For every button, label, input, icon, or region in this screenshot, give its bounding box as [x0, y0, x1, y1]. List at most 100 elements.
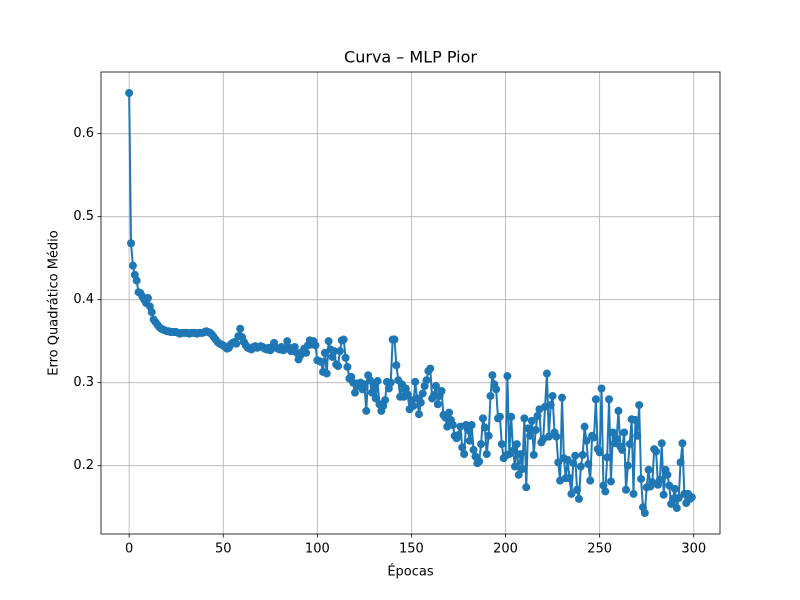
- y-tick-label: 0.5: [73, 209, 94, 224]
- point: [132, 276, 141, 285]
- y-axis-label: Erro Quadrático Médio: [47, 230, 62, 375]
- point: [625, 440, 634, 449]
- point: [644, 465, 653, 474]
- point: [674, 494, 683, 503]
- point: [524, 424, 533, 433]
- point: [475, 457, 484, 466]
- point: [478, 414, 487, 423]
- point: [603, 453, 612, 462]
- point: [477, 440, 486, 449]
- point: [492, 385, 501, 394]
- point: [637, 474, 646, 483]
- point: [586, 476, 595, 485]
- point: [507, 412, 516, 421]
- point: [520, 414, 529, 423]
- point: [591, 395, 600, 404]
- point: [339, 335, 348, 344]
- point: [426, 364, 435, 373]
- x-tick-label: 50: [215, 542, 232, 557]
- point: [484, 431, 493, 440]
- point: [620, 428, 629, 437]
- x-axis-label: Épocas: [387, 564, 434, 580]
- point: [460, 450, 469, 459]
- point: [614, 406, 623, 415]
- point: [448, 421, 457, 430]
- point: [546, 401, 555, 410]
- point: [552, 432, 561, 441]
- point: [480, 423, 489, 432]
- point: [527, 416, 536, 425]
- point: [640, 509, 649, 517]
- point: [386, 378, 395, 387]
- point: [597, 384, 606, 393]
- plot-layer: [125, 89, 696, 517]
- x-tick-label: 300: [681, 542, 706, 557]
- point: [381, 396, 390, 405]
- point: [403, 390, 412, 399]
- point: [565, 474, 574, 483]
- point: [454, 430, 463, 439]
- point: [606, 477, 615, 486]
- point: [418, 389, 427, 398]
- point: [127, 239, 136, 248]
- point: [522, 483, 531, 492]
- point: [350, 388, 359, 397]
- point: [433, 400, 442, 409]
- point: [670, 484, 679, 493]
- point: [414, 410, 423, 419]
- point: [143, 294, 152, 303]
- point: [514, 470, 523, 479]
- point: [567, 489, 576, 498]
- x-tick-label: 250: [587, 542, 612, 557]
- point: [486, 391, 495, 400]
- point: [542, 369, 551, 378]
- point: [516, 450, 525, 459]
- point: [652, 447, 661, 456]
- point: [390, 335, 399, 344]
- point: [612, 435, 621, 444]
- point: [569, 459, 578, 468]
- point: [621, 485, 630, 494]
- point: [574, 494, 583, 503]
- point: [366, 376, 375, 385]
- point: [544, 432, 553, 441]
- point: [526, 431, 535, 440]
- point: [531, 425, 540, 434]
- point: [458, 443, 467, 452]
- point: [317, 357, 326, 366]
- point: [341, 353, 350, 362]
- point: [510, 462, 519, 471]
- point: [469, 445, 478, 454]
- axes-frame: [100, 71, 721, 535]
- point: [578, 450, 587, 459]
- point: [128, 261, 137, 270]
- point: [232, 339, 241, 348]
- point: [302, 348, 311, 357]
- y-tick-label: 0.4: [73, 292, 94, 307]
- point: [324, 337, 333, 346]
- point: [431, 382, 440, 391]
- point: [495, 412, 504, 421]
- point: [584, 460, 593, 469]
- point: [618, 445, 627, 454]
- point: [465, 436, 474, 445]
- point: [147, 308, 156, 317]
- point: [335, 347, 344, 356]
- point: [343, 362, 352, 371]
- point: [663, 470, 672, 479]
- x-tick-label: 150: [399, 542, 424, 557]
- point: [373, 377, 382, 386]
- point: [595, 448, 604, 457]
- point: [655, 475, 664, 484]
- x-tick-label: 100: [305, 542, 330, 557]
- point: [416, 398, 425, 407]
- point: [283, 337, 292, 346]
- point: [125, 89, 134, 97]
- point: [608, 428, 617, 437]
- point: [554, 458, 563, 467]
- point: [330, 347, 339, 356]
- point: [488, 371, 497, 380]
- point: [571, 451, 580, 460]
